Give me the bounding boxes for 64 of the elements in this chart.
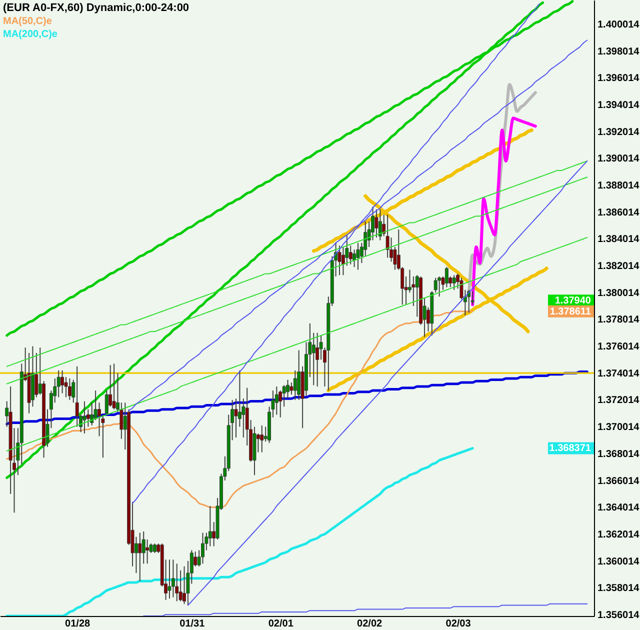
y-tick-label: 1.392014 bbox=[598, 126, 640, 138]
y-tick-label: 1.376014 bbox=[598, 342, 640, 353]
candlestick bbox=[200, 532, 204, 564]
x-tick-label: 01/31 bbox=[180, 618, 206, 630]
annotation: 1.378611 bbox=[550, 306, 592, 318]
candlestick bbox=[60, 370, 64, 394]
candlestick bbox=[112, 363, 116, 410]
y-tick-label: 1.398014 bbox=[598, 46, 640, 58]
y-tick-label: 1.364014 bbox=[598, 502, 640, 514]
line-series bbox=[6, 446, 474, 616]
candlestick bbox=[274, 386, 278, 416]
y-tick-label: 1.378014 bbox=[598, 314, 640, 326]
y-tick-label: 1.368014 bbox=[598, 448, 640, 460]
y-tick-label: 1.366014 bbox=[598, 476, 640, 487]
y-tick-label: 1.380014 bbox=[598, 288, 640, 299]
chart-title: (EUR A0-FX,60) Dynamic,0:00-24:00 bbox=[3, 2, 190, 14]
candlestick bbox=[452, 274, 456, 290]
candlestick bbox=[82, 400, 86, 434]
text: MA(50,C)e bbox=[3, 16, 52, 27]
line-series bbox=[143, 603, 588, 616]
x-tick-label: 02/01 bbox=[268, 618, 294, 630]
candlestick bbox=[293, 370, 297, 400]
y-tick-label: 1.358014 bbox=[598, 583, 640, 594]
y-tick-label: 1.372014 bbox=[598, 395, 640, 406]
y-tick-label: 1.400014 bbox=[598, 19, 640, 30]
candlestick bbox=[152, 543, 156, 554]
candlestick bbox=[356, 242, 360, 270]
y-tick-label: 1.390014 bbox=[598, 154, 640, 165]
y-tick-label: 1.370014 bbox=[598, 422, 640, 434]
y-tick-label: 1.394014 bbox=[598, 100, 640, 111]
candlestick bbox=[146, 539, 150, 564]
y-tick-label: 1.386014 bbox=[598, 207, 640, 218]
candlestick bbox=[208, 505, 212, 547]
y-tick-label: 1.362014 bbox=[598, 529, 640, 540]
x-tick-label: 02/03 bbox=[446, 618, 472, 630]
candlestick bbox=[386, 214, 390, 258]
candlestick bbox=[374, 208, 378, 238]
y-tick-label: 1.374014 bbox=[598, 368, 640, 380]
text: MA(200,C)e bbox=[3, 29, 58, 40]
annotation: 1.368371 bbox=[549, 443, 592, 454]
annotation: 1.37940 bbox=[554, 296, 592, 307]
x-tick-label: 01/28 bbox=[65, 618, 91, 630]
y-tick-label: 1.360014 bbox=[598, 556, 640, 568]
candlestick bbox=[338, 245, 342, 276]
candlestick bbox=[378, 208, 382, 241]
candlestick bbox=[316, 332, 320, 388]
candlestick bbox=[138, 532, 142, 582]
x-tick-label: 02/02 bbox=[357, 618, 383, 630]
candlestick bbox=[68, 378, 72, 400]
candlestick bbox=[175, 563, 179, 602]
candlestick bbox=[438, 276, 442, 298]
candlestick bbox=[290, 382, 294, 396]
candlestick bbox=[444, 266, 448, 288]
candlestick bbox=[168, 559, 172, 600]
candlestick bbox=[171, 559, 175, 598]
y-tick-label: 1.384014 bbox=[598, 234, 640, 246]
y-tick-label: 1.388014 bbox=[598, 180, 640, 192]
candlestick bbox=[312, 332, 316, 386]
candlestick bbox=[297, 350, 301, 400]
y-tick-label: 1.396014 bbox=[598, 73, 640, 84]
y-tick-label: 1.356014 bbox=[598, 610, 640, 621]
y-tick-label: 1.382014 bbox=[598, 261, 640, 272]
line-series bbox=[471, 116, 537, 306]
candlestick bbox=[260, 424, 264, 453]
